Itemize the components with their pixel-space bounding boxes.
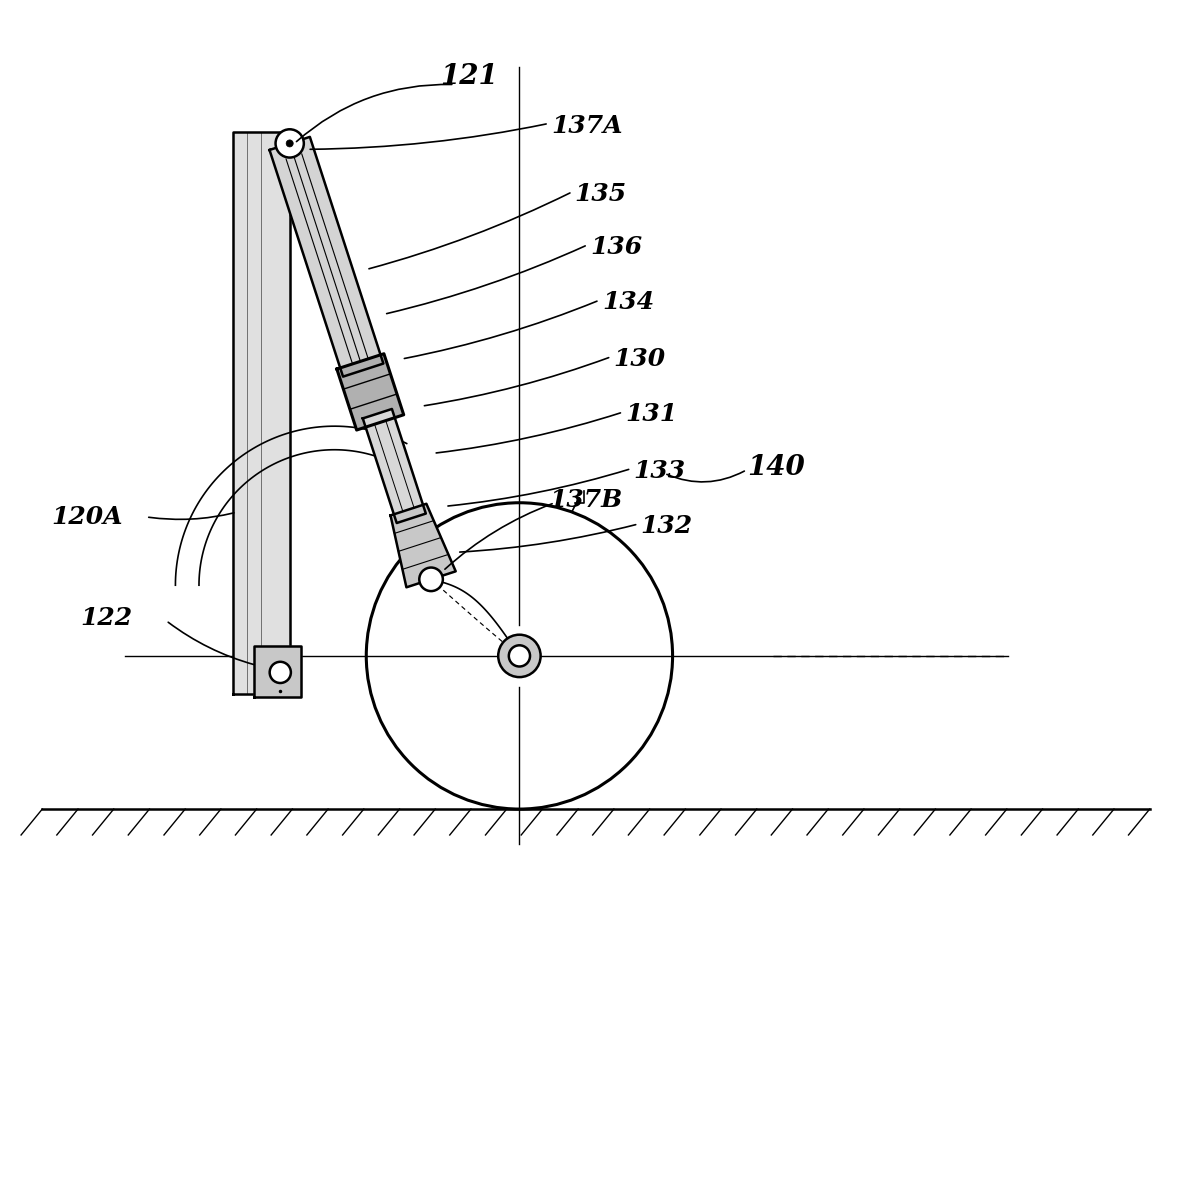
Circle shape: [498, 635, 541, 677]
Text: 122: 122: [80, 607, 132, 630]
Text: 133: 133: [634, 458, 685, 482]
Polygon shape: [362, 410, 426, 523]
Text: 136: 136: [590, 235, 642, 259]
Circle shape: [275, 129, 304, 158]
Circle shape: [420, 567, 443, 591]
Text: 135: 135: [575, 183, 627, 207]
Text: 120A: 120A: [51, 505, 123, 529]
Polygon shape: [269, 137, 384, 376]
Circle shape: [509, 645, 530, 666]
Circle shape: [286, 140, 293, 147]
Text: 140: 140: [747, 454, 805, 481]
Text: 132: 132: [641, 515, 693, 538]
Polygon shape: [337, 353, 404, 430]
Text: 131: 131: [626, 402, 677, 426]
Circle shape: [269, 661, 291, 683]
Polygon shape: [391, 504, 455, 587]
Text: 137A: 137A: [551, 113, 622, 137]
Text: 134: 134: [602, 290, 654, 314]
Text: 130: 130: [614, 347, 666, 371]
Polygon shape: [254, 646, 302, 697]
Text: 137B: 137B: [548, 488, 622, 512]
Polygon shape: [234, 131, 290, 694]
Text: 121: 121: [441, 63, 498, 90]
